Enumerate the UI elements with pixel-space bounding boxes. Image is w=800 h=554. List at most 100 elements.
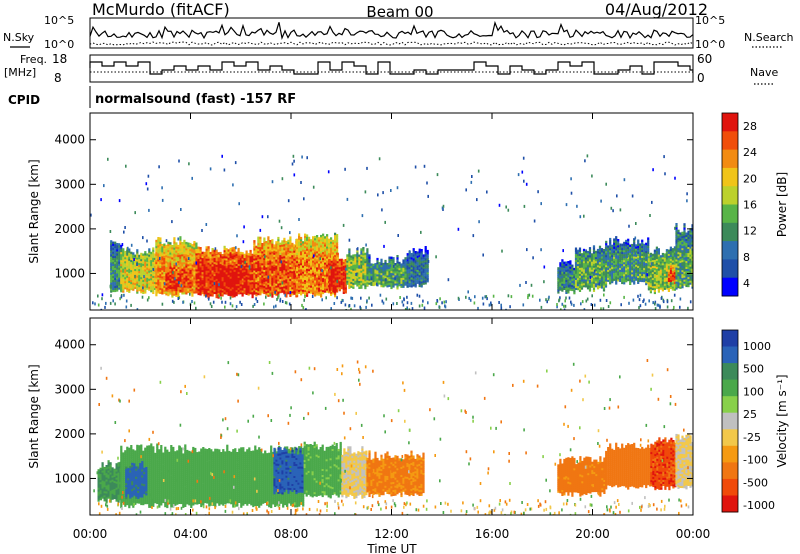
colorbar-tick-label: 16 xyxy=(743,199,757,212)
time-axis: 00:00 04:00 08:00 12:00 16:00 20:00 00:00 xyxy=(73,527,711,541)
colorbar-tick-label: 4 xyxy=(743,277,750,290)
nsearch-trace xyxy=(89,41,694,46)
freq-trace xyxy=(89,61,693,75)
noise-strip: 10^5 10^0 10^5 10^0 N.Sky N.Search xyxy=(3,14,794,51)
freq-label-line1: Freq. xyxy=(20,53,47,66)
data-region-12 xyxy=(557,259,576,295)
colorbar-tick-label: 1000 xyxy=(743,340,771,353)
freq-strip: Freq. [MHz] 18 8 60 0 Nave xyxy=(4,52,778,85)
colorbar-swatch xyxy=(722,204,738,224)
scatter-speckles xyxy=(90,154,688,307)
data-region-8 xyxy=(328,252,347,294)
near-range-band xyxy=(92,293,692,310)
noise-tick-bottom-right: 10^0 xyxy=(695,38,725,51)
colorbar-swatch xyxy=(722,379,738,397)
data-region-3 xyxy=(165,258,192,292)
colorbar-swatch xyxy=(722,149,738,169)
y-tick-label: 1000 xyxy=(54,266,85,280)
colorbar-tick-label: 8 xyxy=(743,251,750,264)
nsearch-label: N.Search xyxy=(744,31,794,44)
colorbar-swatch xyxy=(722,462,738,480)
data-region-17 xyxy=(675,223,693,290)
x-tick-label: 00:00 xyxy=(676,527,711,541)
nave-tick-bottom: 0 xyxy=(697,71,705,85)
noise-tick-bottom: 10^0 xyxy=(44,38,74,51)
colorbar-swatch xyxy=(722,113,738,132)
data-region-5 xyxy=(215,254,242,295)
colorbar-swatch xyxy=(722,478,738,496)
colorbar-title: Power [dB] xyxy=(775,172,789,237)
near-range-band xyxy=(98,498,693,515)
colorbar-swatch xyxy=(722,186,738,205)
colorbar-swatch xyxy=(722,330,738,347)
station-title: McMurdo (fitACF) xyxy=(92,0,230,19)
colorbar-tick-label: 20 xyxy=(743,172,757,185)
colorbar-tick-label: 100 xyxy=(743,385,764,398)
colorbar-swatch xyxy=(722,429,738,447)
data-region-15 xyxy=(647,246,676,295)
cpid-value: normalsound (fast) -157 RF xyxy=(95,92,296,107)
colorbar-swatch xyxy=(722,277,738,297)
colorbar-swatch xyxy=(722,259,738,279)
y-tick-label: 4000 xyxy=(54,133,85,147)
data-region-0 xyxy=(97,460,122,504)
y-tick-label: 2000 xyxy=(54,427,85,441)
data-region-5 xyxy=(341,446,368,499)
data-region-4 xyxy=(195,245,254,299)
data-region-7 xyxy=(557,456,606,497)
date-title: 04/Aug/2012 xyxy=(605,0,708,19)
data-region-6 xyxy=(253,236,298,298)
data-region-14 xyxy=(605,236,650,286)
colorbar-tick-label: 28 xyxy=(743,120,757,133)
data-region-9 xyxy=(346,247,369,290)
colorbar-tick-label: -100 xyxy=(743,454,768,467)
velocity-panel: 1000 2000 3000 4000 Slant Range [km] xyxy=(27,317,694,516)
colorbar-tick-label: 24 xyxy=(743,146,757,159)
x-tick-label: 20:00 xyxy=(575,527,610,541)
x-tick-label: 00:00 xyxy=(73,527,108,541)
y-tick-label: 3000 xyxy=(54,177,85,191)
data-region-1 xyxy=(120,247,157,294)
scatter-speckles xyxy=(93,359,693,511)
x-tick-label: 04:00 xyxy=(173,527,208,541)
nsky-trace xyxy=(89,20,694,41)
data-region-8 xyxy=(605,442,652,490)
nave-label: Nave xyxy=(750,66,778,79)
data-region-10 xyxy=(675,433,693,490)
colorbar-swatch xyxy=(722,222,738,242)
colorbar-tick-label: 500 xyxy=(743,363,764,376)
colorbar-swatch xyxy=(722,363,738,381)
data-region-2 xyxy=(125,461,148,500)
power-panel: 1000 2000 3000 4000 Slant Range [km] xyxy=(27,112,694,311)
colorbar-swatch xyxy=(722,167,738,187)
colorbar-tick-label: 25 xyxy=(743,408,757,421)
colorbar-swatch xyxy=(722,241,738,260)
colorbar-swatch xyxy=(722,445,738,463)
y-tick-label: 3000 xyxy=(54,382,85,396)
colorbar-tick-label: -25 xyxy=(743,431,761,444)
data-region-11 xyxy=(406,246,429,288)
power-colorbar: 28 24 20 16 12 8 4 Power [dB] xyxy=(721,112,789,297)
data-region-13 xyxy=(574,245,608,292)
colorbar-tick-label: -1000 xyxy=(743,499,775,512)
velocity-colorbar: 1000 500 100 25 -25 -100 -500 -1000 Velocity [m … xyxy=(721,329,789,513)
noise-tick-top-right: 10^5 xyxy=(695,14,725,27)
y-tick-label: 1000 xyxy=(54,471,85,485)
y-axis-title: Slant Range [km] xyxy=(27,364,41,468)
data-region-6 xyxy=(366,450,425,498)
x-tick-label: 12:00 xyxy=(374,527,409,541)
colorbar-title: Velocity [m s⁻¹] xyxy=(775,374,789,467)
x-tick-label: 08:00 xyxy=(274,527,309,541)
cpid-strip: CPID normalsound (fast) -157 RF xyxy=(8,86,296,108)
x-tick-label: 16:00 xyxy=(475,527,510,541)
colorbar-swatch xyxy=(722,131,738,151)
y-tick-label: 2000 xyxy=(54,222,85,236)
data-region-7 xyxy=(296,232,339,298)
data-region-10 xyxy=(366,254,409,290)
freq-tick-top: 18 xyxy=(52,52,67,66)
data-region-4 xyxy=(303,441,342,499)
colorbar-tick-label: 12 xyxy=(743,225,757,238)
colorbar-swatch xyxy=(722,495,738,513)
freq-label-line2: [MHz] xyxy=(4,66,36,79)
